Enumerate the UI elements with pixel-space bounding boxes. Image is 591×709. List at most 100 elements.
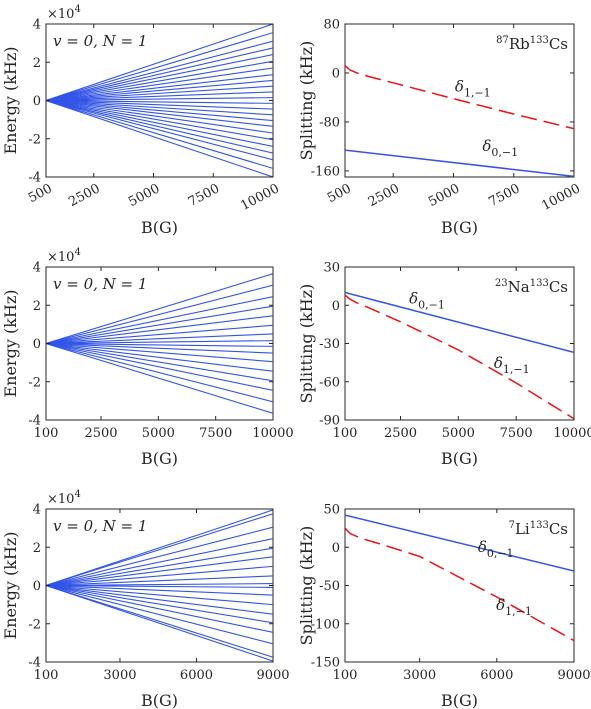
series-annotation-delta-1: δ1,−1 <box>455 77 491 99</box>
delta-symbol: δ <box>478 538 487 556</box>
x-tick-label: 3000 <box>103 668 136 683</box>
x-axis-label: B(G) <box>441 218 478 237</box>
molecule-label: 7Li133Cs <box>509 520 568 538</box>
x-tick-label: 10000 <box>238 181 282 214</box>
x-tick-label: 100 <box>333 426 358 441</box>
x-tick-label: 10000 <box>252 426 293 441</box>
energy-level-line-11 <box>46 91 273 102</box>
y-tick-label: 50 <box>323 503 340 518</box>
y-tick-label: -160 <box>311 164 340 179</box>
series-line-delta-1 <box>345 294 574 420</box>
delta-subscript: 1,−1 <box>464 86 491 99</box>
series-annotation-delta-1: δ1,−1 <box>496 596 532 618</box>
y-tick-label: 4 <box>33 503 41 518</box>
energy-level-line-12 <box>46 97 273 102</box>
series-annotation-delta-0: δ0,−1 <box>482 137 518 159</box>
x-tick-label: 2500 <box>84 426 117 441</box>
series-line-delta-0 <box>345 149 574 177</box>
state-annotation: v = 0, N = 1 <box>53 32 147 50</box>
energy-level-line-13 <box>46 584 273 615</box>
panel-lics-energy: 100 3000 6000 9000 -4 -2 0 2 4 B(G) Energy (kHz) ×1… <box>1 489 290 709</box>
y-axis-label: Energy (kHz) <box>1 531 20 639</box>
y-tick-label: -4 <box>28 171 41 186</box>
energy-level-line-5 <box>46 315 273 345</box>
panel-rbcs-splitting: 500 2500 5000 7500 10000 -160 -80 0 80 B(G) Splitt… <box>297 18 583 238</box>
energy-level-line-5 <box>46 547 273 587</box>
energy-level-line-20 <box>46 99 273 147</box>
energy-level-line-14 <box>46 99 273 110</box>
series-line-delta-1 <box>345 65 574 130</box>
series-annotation-delta-0: δ0,−1 <box>409 290 445 312</box>
energy-level-line-1 <box>46 509 273 587</box>
series-annotation-delta-0: δ0,−1 <box>478 538 514 560</box>
energy-level-line-5 <box>46 54 273 102</box>
energy-level-line-14 <box>46 342 273 391</box>
y-axis-label: Energy (kHz) <box>1 289 20 397</box>
energy-level-line-17 <box>46 584 273 658</box>
energy-level-line-13 <box>46 99 273 104</box>
energy-level-line-9 <box>46 583 273 587</box>
energy-level-line-21 <box>46 99 273 154</box>
panel-lics-splitting: 100 3000 6000 9000 -150 -100 -50 0 50 B(G) Splitti… <box>297 503 591 709</box>
energy-level-line-4 <box>46 47 273 102</box>
delta-symbol: δ <box>409 290 418 308</box>
delta-subscript: 0,−1 <box>418 299 445 312</box>
energy-level-line-11 <box>46 584 273 596</box>
delta-symbol: δ <box>496 596 505 614</box>
y-tick-label: -2 <box>28 132 41 147</box>
mass-number: 87 <box>496 35 509 46</box>
y-tick-label: 30 <box>323 261 340 276</box>
energy-level-line-2 <box>46 284 273 345</box>
y-axis-label: Splitting (kHz) <box>297 41 316 161</box>
mass-number: 7 <box>509 520 515 531</box>
delta-symbol: δ <box>482 137 491 155</box>
exponent-base: ×10 <box>47 492 74 507</box>
y-axis-label: Energy (kHz) <box>1 46 20 154</box>
y-tick-label: 4 <box>33 261 41 276</box>
energy-level-line-7 <box>46 67 273 102</box>
delta-subscript: 0,−1 <box>487 547 514 560</box>
energy-level-line-7 <box>46 565 273 587</box>
x-tick-label: 100 <box>34 668 59 683</box>
x-tick-label: 7500 <box>500 426 533 441</box>
series-line-delta-0 <box>345 514 574 572</box>
energy-level-line-9 <box>46 79 273 102</box>
delta-symbol: δ <box>494 354 503 372</box>
y-tick-label: -2 <box>28 617 41 632</box>
exponent-power: 4 <box>74 247 80 258</box>
x-tick-label: 10000 <box>553 426 591 441</box>
energy-level-line-17 <box>46 99 273 127</box>
x-tick-label: 2500 <box>366 181 402 210</box>
energy-level-line-16 <box>46 99 273 122</box>
energy-level-line-15 <box>46 99 273 116</box>
energy-level-line-16 <box>46 584 273 645</box>
energy-level-line-10 <box>46 85 273 102</box>
y-tick-label: 80 <box>323 18 340 33</box>
energy-level-line-10 <box>46 584 273 588</box>
mass-number: 133 <box>530 278 549 289</box>
y-tick-label: 0 <box>33 337 41 352</box>
y-tick-label: 0 <box>33 579 41 594</box>
y-tick-label: -50 <box>319 579 340 594</box>
energy-level-line-19 <box>46 99 273 141</box>
y-tick-label: -4 <box>28 414 41 429</box>
energy-level-line-18 <box>46 584 273 662</box>
x-tick-label: 3000 <box>403 668 436 683</box>
series-annotation-delta-1: δ1,−1 <box>494 354 530 376</box>
element-symbol: Cs <box>549 35 568 53</box>
element-symbol: Na <box>508 278 530 296</box>
state-annotation: v = 0, N = 1 <box>53 275 147 293</box>
delta-subscript: 1,−1 <box>503 363 530 376</box>
energy-level-line-16 <box>46 342 273 414</box>
energy-level-line-13 <box>46 342 273 382</box>
energy-level-line-8 <box>46 340 273 345</box>
y-tick-label: -60 <box>319 375 340 390</box>
energy-level-line-3 <box>46 526 273 587</box>
energy-level-line-14 <box>46 584 273 624</box>
element-symbol: Li <box>515 520 530 538</box>
delta-subscript: 0,−1 <box>491 146 518 159</box>
x-tick-label: 5000 <box>126 181 162 210</box>
data-lines <box>345 65 574 177</box>
y-axis-label: Splitting (kHz) <box>297 526 316 646</box>
